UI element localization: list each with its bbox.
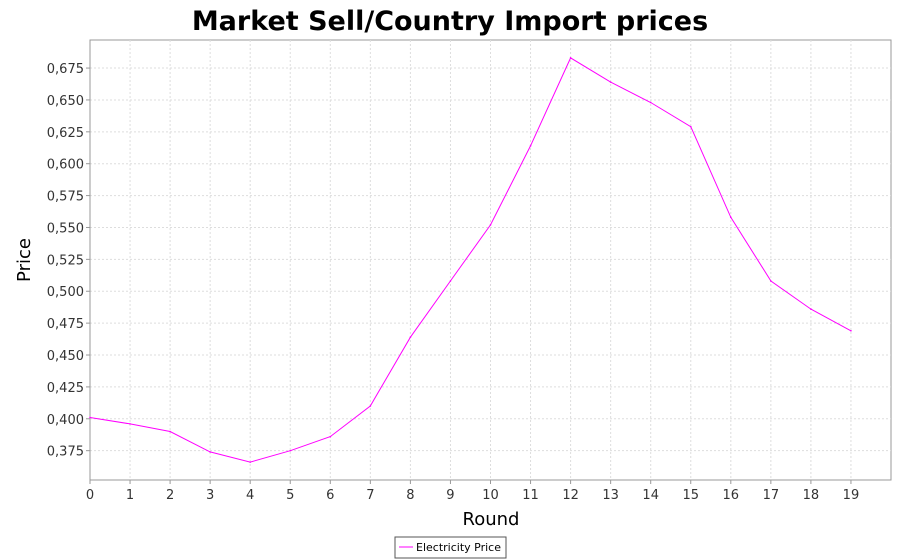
y-tick-label: 0,425 xyxy=(47,381,84,396)
data-point xyxy=(369,405,372,407)
data-point xyxy=(249,461,251,463)
y-tick-label: 0,475 xyxy=(47,317,84,332)
data-point xyxy=(169,430,171,433)
x-tick-label: 9 xyxy=(446,488,454,503)
data-point xyxy=(770,280,772,282)
x-tick-label: 8 xyxy=(406,488,414,503)
x-tick-label: 0 xyxy=(86,488,94,503)
data-point xyxy=(329,435,332,438)
data-point xyxy=(129,423,131,425)
data-points xyxy=(89,57,852,463)
x-tick-label: 13 xyxy=(602,488,619,503)
x-tick-label: 2 xyxy=(166,488,174,503)
x-tick-label: 4 xyxy=(246,488,254,503)
y-tick-label: 0,400 xyxy=(47,413,84,428)
x-axis-label: Round xyxy=(463,509,520,530)
y-tick-label: 0,600 xyxy=(47,158,84,173)
x-tick-label: 11 xyxy=(522,488,539,503)
y-axis-label: Price xyxy=(14,238,35,282)
y-tick-label: 0,675 xyxy=(47,62,84,77)
data-point xyxy=(449,280,452,282)
x-tick-label: 1 xyxy=(126,488,134,503)
y-tick-label: 0,650 xyxy=(47,94,84,109)
data-point xyxy=(489,224,492,226)
x-tick-label: 10 xyxy=(482,488,499,503)
x-tick-label: 14 xyxy=(642,488,659,503)
y-tick-label: 0,375 xyxy=(47,445,84,460)
x-axis-ticks: 0 1 2 3 4 5 6 7 8 9 10 11 12 13 14 15 16 17 18 19 xyxy=(86,480,859,503)
x-tick-label: 16 xyxy=(723,488,740,503)
data-point xyxy=(850,329,852,332)
data-point xyxy=(689,125,692,128)
chart-title: Market Sell/Country Import prices xyxy=(192,6,708,37)
y-tick-label: 0,450 xyxy=(47,349,84,364)
y-tick-label: 0,550 xyxy=(47,221,84,236)
data-point xyxy=(649,101,652,104)
x-tick-label: 18 xyxy=(803,488,820,503)
data-point xyxy=(569,57,572,59)
data-point xyxy=(529,145,532,147)
data-point xyxy=(609,81,612,83)
data-point xyxy=(409,336,412,338)
legend: Electricity Price xyxy=(394,536,507,559)
legend-label-electricity-price: Electricity Price xyxy=(416,541,501,554)
y-tick-label: 0,575 xyxy=(47,190,84,205)
legend-box xyxy=(394,536,507,559)
y-tick-label: 0,500 xyxy=(47,285,84,300)
x-tick-label: 17 xyxy=(763,488,780,503)
x-tick-label: 19 xyxy=(843,488,860,503)
x-tick-label: 6 xyxy=(326,488,334,503)
x-tick-label: 7 xyxy=(366,488,374,503)
x-tick-label: 5 xyxy=(286,488,294,503)
data-point xyxy=(89,416,91,419)
y-axis-ticks: 0,375 0,400 0,425 0,450 0,475 0,500 0,525 0,550… xyxy=(47,62,90,460)
y-tick-label: 0,525 xyxy=(47,253,84,268)
y-tick-label: 0,625 xyxy=(47,126,84,141)
x-tick-label: 3 xyxy=(206,488,214,503)
x-tick-label: 12 xyxy=(562,488,579,503)
electricity-price-line xyxy=(89,57,852,463)
data-point xyxy=(209,451,211,453)
data-point xyxy=(810,308,812,310)
data-point xyxy=(289,449,292,452)
x-tick-label: 15 xyxy=(682,488,699,503)
data-point xyxy=(730,216,732,219)
